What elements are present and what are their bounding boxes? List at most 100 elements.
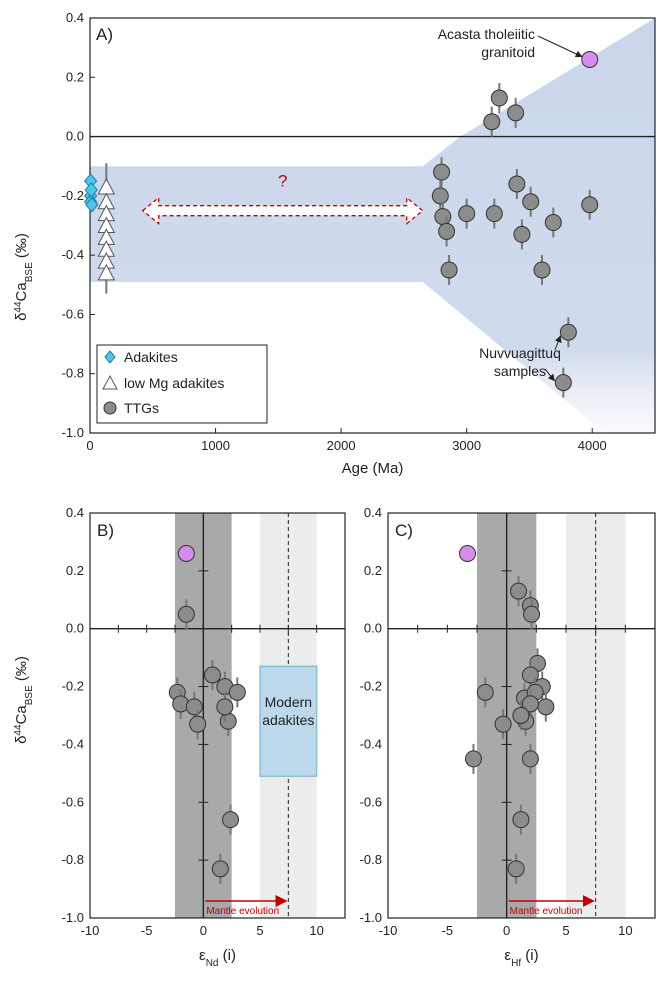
plot-frame-c [387, 512, 656, 919]
x-tick-label-b: 0 [200, 923, 207, 938]
x-tick-label-c: 5 [562, 923, 569, 938]
legend-label-ttgs: TTGs [124, 400, 159, 416]
x-tick-label-c: -5 [442, 923, 454, 938]
y-tick-label-a: -0.2 [62, 188, 84, 203]
acasta-point [177, 545, 195, 562]
y-tick-label-c: -0.4 [360, 736, 382, 751]
y-tick-label-b: 0.2 [66, 563, 84, 578]
x-tick-label-b: 10 [309, 923, 323, 938]
ttg-point [544, 214, 562, 232]
y-tick-label-b: 0.4 [66, 505, 84, 520]
legend-label-adakites: Adakites [124, 349, 178, 365]
ttg-point [559, 323, 577, 341]
x-tick-label-b: -10 [81, 923, 100, 938]
ttg-point [494, 715, 512, 733]
x-axis-label-b: εNd (i) [199, 947, 236, 969]
ttg-point [581, 196, 599, 214]
x-tick-label-a: 4000 [578, 438, 607, 453]
panel-label-a: A) [96, 25, 113, 44]
ttg-point [440, 261, 458, 279]
ttg-point [222, 811, 240, 829]
y-axis-label-a: δ44CaBSE (‰) [13, 233, 35, 321]
y-axis-label-b: δ44CaBSE (‰) [13, 656, 35, 744]
ttg-point [228, 683, 246, 701]
ttg-point [507, 104, 525, 122]
y-tick-label-a: 0.4 [66, 10, 84, 25]
ttg-point [490, 89, 508, 107]
x-tick-label-c: 10 [618, 923, 632, 938]
plot-frame-b [89, 512, 346, 919]
ttg-point [185, 698, 203, 716]
modern-adakites-box [259, 665, 318, 777]
ttg-point [216, 698, 234, 716]
x-tick-label-c: 0 [503, 923, 510, 938]
ttg-point [189, 715, 207, 733]
ttg-point [512, 811, 530, 829]
plot-frame-a [89, 17, 656, 434]
x-tick-label-a: 2000 [327, 438, 356, 453]
panel-b: Modern adakites -10 -5 0 5 10 0.4 0.2 0.0 -0.2 -0.4… [62, 505, 346, 969]
annotation-acasta-2: granitoid [481, 44, 535, 60]
annotation-acasta-1: Acasta tholeiitic [438, 26, 535, 42]
acasta-point [581, 51, 599, 68]
ttg-point [203, 666, 221, 684]
mantle-evolution-label: Mantle evolution [510, 906, 583, 917]
annotation-arrow-nuvvb [544, 368, 555, 382]
ttg-point [433, 163, 451, 181]
y-tick-label-b: -0.6 [62, 794, 84, 809]
x-axis-label-a: Age (Ma) [342, 460, 404, 477]
low-mg-adakite-point [97, 263, 116, 281]
annotation-nuvvuagittuq-1: Nuvvuagittuq [479, 345, 561, 361]
panel-label-b: B) [97, 521, 114, 540]
y-tick-label-b: -0.4 [62, 736, 84, 751]
y-tick-label-c: 0.4 [364, 505, 382, 520]
y-tick-label-c: -1.0 [360, 910, 382, 925]
y-tick-label-b: 0.0 [66, 621, 84, 636]
mantle-evolution-label: Mantle evolution [206, 906, 279, 917]
y-tick-label-c: 0.2 [364, 563, 382, 578]
x-tick-label-b: -5 [141, 923, 153, 938]
y-tick-label-a: -0.6 [62, 306, 84, 321]
legend-box [96, 344, 268, 424]
ttg-point [458, 205, 476, 223]
modern-adakites-label-1: Modern [265, 694, 312, 710]
x-tick-label-a: 1000 [201, 438, 230, 453]
panel-label-c: C) [395, 521, 413, 540]
legend: Adakites low Mg adakites TTGs [96, 344, 268, 424]
y-tick-label-a: -0.8 [62, 366, 84, 381]
panel-c: -10 -5 0 5 10 0.4 0.2 0.0 -0.2 -0.4 -0.6 -0.8 -1.0 εH… [360, 505, 656, 969]
ttg-point [508, 175, 526, 193]
legend-marker-ttgs [103, 401, 117, 415]
y-tick-label-b: -0.8 [62, 852, 84, 867]
ttg-point [434, 208, 452, 226]
ttg-point [512, 707, 530, 724]
y-tick-label-c: -0.2 [360, 679, 382, 694]
y-tick-label-b: -0.2 [62, 679, 84, 694]
ttg-point [510, 582, 528, 600]
legend-marker-low-mg [102, 374, 118, 390]
x-tick-label-b: 5 [256, 923, 263, 938]
ttg-point [219, 712, 237, 730]
ttg-point [507, 860, 525, 878]
ttg-point [485, 205, 503, 223]
ttg-point [523, 605, 541, 623]
y-tick-label-a: 0.2 [66, 69, 84, 84]
ttg-point [464, 750, 482, 768]
y-tick-label-a: -0.4 [62, 247, 84, 262]
annotation-arrow-nuvva [554, 335, 562, 351]
ttg-point [211, 860, 229, 878]
ttg-point [177, 605, 195, 623]
legend-marker-adakites [104, 350, 116, 364]
adakite-point [84, 182, 98, 198]
ttg-point [476, 683, 494, 701]
ttg-point [438, 222, 456, 240]
legend-label-low-mg: low Mg adakites [124, 375, 224, 391]
adakite-point [85, 196, 99, 213]
modern-adakites-label-2: adakites [262, 712, 314, 728]
question-mark: ? [278, 172, 287, 191]
dashed-double-arrow [141, 196, 424, 226]
ttg-point [431, 187, 449, 205]
annotation-nuvvuagittuq-2: samples [494, 363, 546, 379]
x-tick-label-a: 3000 [452, 438, 481, 453]
